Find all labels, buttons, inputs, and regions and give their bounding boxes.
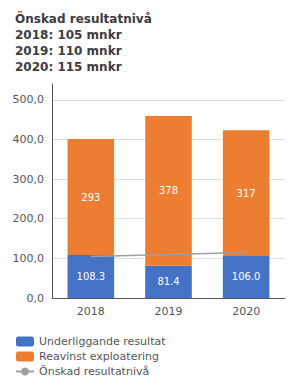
svg-text:0,0: 0,0 <box>27 292 45 305</box>
svg-text:2020: 115 mnkr: 2020: 115 mnkr <box>15 60 122 74</box>
svg-text:Önskad resultatnivå: Önskad resultatnivå <box>15 11 152 26</box>
svg-text:2020: 2020 <box>232 305 260 318</box>
svg-text:Önskad resultatnivå: Önskad resultatnivå <box>39 365 149 378</box>
svg-text:100,0: 100,0 <box>13 252 45 265</box>
svg-text:2018: 105 mnkr: 2018: 105 mnkr <box>15 28 122 42</box>
svg-text:400,0: 400,0 <box>13 133 45 146</box>
svg-text:106.0: 106.0 <box>232 271 261 282</box>
svg-text:2019: 2019 <box>155 305 183 318</box>
svg-text:108.3: 108.3 <box>77 271 106 282</box>
svg-text:317: 317 <box>237 188 256 199</box>
svg-text:Underliggande resultat: Underliggande resultat <box>39 335 166 348</box>
svg-text:200,0: 200,0 <box>13 212 45 225</box>
svg-text:2018: 2018 <box>77 305 105 318</box>
svg-text:Reavinst exploatering: Reavinst exploatering <box>39 350 159 363</box>
svg-text:500,0: 500,0 <box>13 93 45 106</box>
svg-text:81.4: 81.4 <box>157 276 179 287</box>
svg-text:293: 293 <box>81 192 100 203</box>
svg-text:378: 378 <box>159 185 178 196</box>
svg-text:2019: 110 mnkr: 2019: 110 mnkr <box>15 44 122 58</box>
svg-text:300,0: 300,0 <box>13 173 45 186</box>
